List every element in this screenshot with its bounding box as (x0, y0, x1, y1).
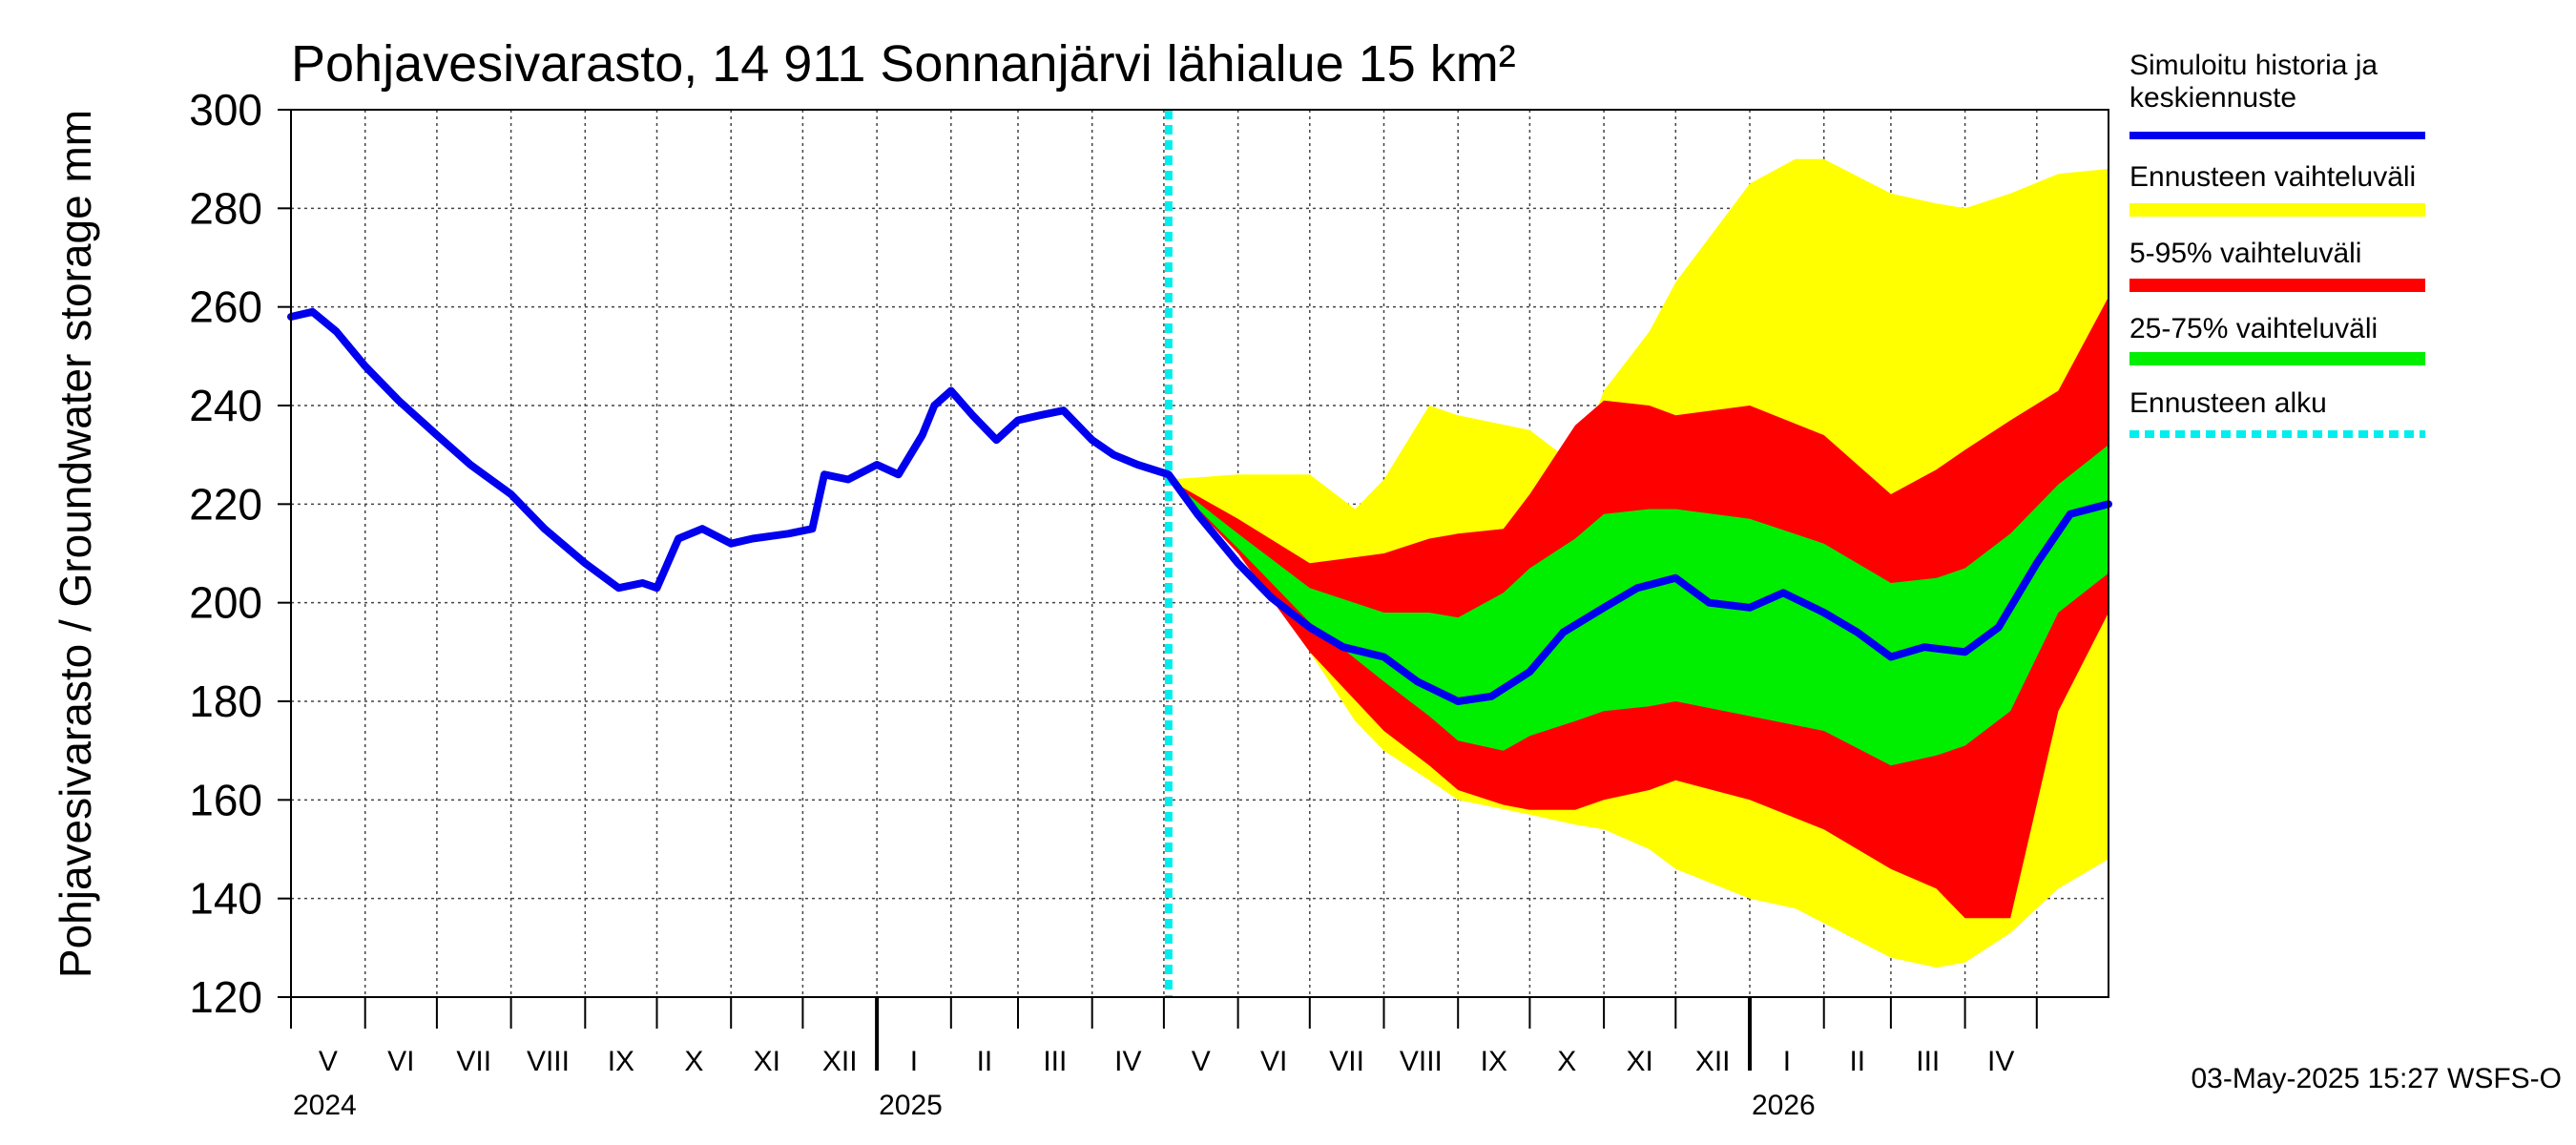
x-month-label: VII (456, 1046, 491, 1077)
x-month-label: VII (1329, 1046, 1364, 1077)
x-month-label: I (910, 1046, 918, 1077)
x-month-label: X (1557, 1046, 1576, 1077)
x-month-label: III (1043, 1046, 1067, 1077)
legend-label: Simuloitu historia ja (2129, 50, 2378, 81)
timestamp: 03-May-2025 15:27 WSFS-O (2192, 1063, 2563, 1094)
plot-frame (290, 109, 2109, 998)
x-month-label: XI (1627, 1046, 1653, 1077)
x-month-label: VI (1260, 1046, 1287, 1077)
forecast-bands (1168, 158, 2109, 968)
x-month-label: VIII (1400, 1046, 1443, 1077)
y-tick-label: 160 (189, 775, 262, 824)
x-year-label: 2026 (1752, 1090, 1816, 1121)
x-month-label: IX (1481, 1046, 1507, 1077)
x-month-label: II (977, 1046, 993, 1077)
legend-label: Ennusteen alku (2129, 387, 2327, 419)
x-month-label: V (1192, 1046, 1211, 1077)
y-tick-label: 180 (189, 677, 262, 726)
x-month-label: III (1916, 1046, 1940, 1077)
y-tick-label: 220 (189, 479, 262, 529)
y-tick-label: 120 (189, 972, 262, 1022)
x-month-label: VI (387, 1046, 414, 1077)
y-axis-label: Pohjavesivarasto / Groundwater storage m… (51, 110, 100, 978)
series-line-median (287, 307, 2112, 705)
legend-label: 25-75% vaihteluväli (2129, 313, 2378, 344)
y-tick-label: 260 (189, 282, 262, 332)
y-tick-label: 140 (189, 874, 262, 924)
band-25-75-vaihteluv-li (1168, 445, 2109, 766)
legend-label: Ennusteen vaihteluväli (2129, 161, 2416, 193)
x-month-label: XII (1695, 1046, 1731, 1077)
x-month-label: VIII (527, 1046, 570, 1077)
x-month-label: II (1849, 1046, 1865, 1077)
series-lines (287, 110, 2112, 997)
x-month-label: IV (1114, 1046, 1141, 1077)
x-month-label: V (319, 1046, 338, 1077)
legend-label: keskiennuste (2129, 82, 2296, 114)
x-axis: V VI VII VIII IX X XI XII I II III IV V VI VII VIII IX X X… (290, 997, 2038, 1121)
y-tick-label: 200 (189, 578, 262, 628)
x-month-label: IX (608, 1046, 634, 1077)
y-tick-label: 280 (189, 183, 262, 233)
chart-title: Pohjavesivarasto, 14 911 Sonnanjärvi läh… (291, 35, 1516, 93)
x-year-label: 2025 (879, 1090, 943, 1121)
x-month-label: XII (822, 1046, 858, 1077)
y-tick-label: 300 (189, 85, 262, 135)
x-month-label: X (684, 1046, 703, 1077)
y-axis-ticks: 120 140 160 180 200 220 240 260 280 300 (189, 85, 291, 1022)
x-month-label: IV (1987, 1046, 2014, 1077)
x-month-label: XI (754, 1046, 780, 1077)
x-month-label: I (1783, 1046, 1791, 1077)
x-year-label: 2024 (293, 1090, 357, 1121)
legend-label: 5-95% vaihteluväli (2129, 238, 2361, 269)
y-tick-label: 240 (189, 381, 262, 430)
